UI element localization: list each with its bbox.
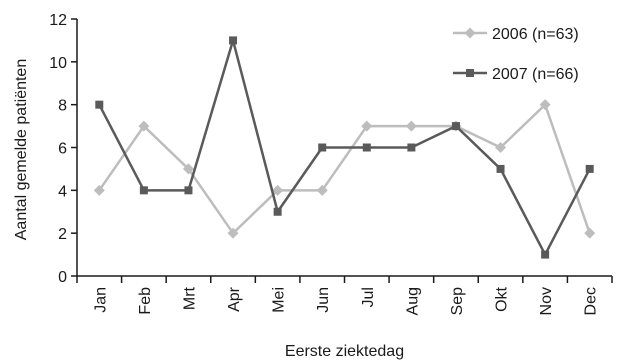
data-point <box>139 186 148 195</box>
x-ticks: Jan Feb Mrt Apr Mei Jun Jul Aug Sep Okt Nov Dec <box>76 276 613 316</box>
data-point <box>496 164 505 173</box>
x-axis-title: Eerste ziektedag <box>285 343 404 360</box>
legend-item-1: 2006 (n=63) <box>453 26 579 43</box>
data-point <box>182 163 194 175</box>
data-point <box>95 100 104 109</box>
data-point <box>272 184 284 196</box>
x-tick-label: Dec <box>583 287 600 315</box>
y-tick-label: 10 <box>49 55 67 72</box>
data-point <box>93 184 105 196</box>
x-tick-label: Apr <box>226 286 243 312</box>
legend: 2006 (n=63) 2007 (n=66) <box>453 26 579 83</box>
data-point <box>585 164 594 173</box>
legend-marker <box>466 69 474 77</box>
series-line <box>98 103 591 235</box>
data-point <box>184 186 193 195</box>
data-point <box>539 99 551 111</box>
data-point <box>405 120 417 132</box>
x-tick-label: Aug <box>404 287 421 315</box>
data-point <box>138 120 150 132</box>
x-tick-label: Jul <box>360 287 377 307</box>
x-tick-label: Jun <box>315 287 332 313</box>
y-tick-label: 6 <box>58 141 67 158</box>
x-tick-label: Okt <box>494 286 511 311</box>
data-point <box>541 250 550 259</box>
series-2 <box>95 36 594 259</box>
y-axis-title: Aantal gemelde patiënten <box>13 59 30 240</box>
data-point <box>451 122 460 131</box>
series-line <box>98 39 591 256</box>
data-point <box>361 120 373 132</box>
legend-marker <box>464 27 476 39</box>
data-point <box>407 143 416 152</box>
data-point <box>495 142 507 153</box>
legend-label: 2007 (n=66) <box>492 66 579 83</box>
data-point <box>227 227 239 239</box>
y-tick-label: 8 <box>58 98 67 115</box>
series-layer <box>93 36 596 259</box>
legend-label: 2006 (n=63) <box>492 26 579 43</box>
y-tick-label: 4 <box>58 183 67 200</box>
data-point <box>318 143 327 152</box>
x-tick-label: Mrt <box>181 286 198 310</box>
x-tick-label: Feb <box>137 287 154 315</box>
legend-item-2: 2007 (n=66) <box>453 66 579 83</box>
x-tick-label: Nov <box>538 287 555 315</box>
data-point <box>273 207 282 216</box>
y-tick-label: 2 <box>58 226 67 243</box>
data-point <box>316 184 328 196</box>
y-tick-label: 12 <box>49 12 67 29</box>
x-tick-label: Sep <box>449 287 466 316</box>
data-point <box>229 36 238 45</box>
y-tick-label: 0 <box>58 269 67 286</box>
data-point <box>362 143 371 152</box>
series-1 <box>93 99 596 239</box>
x-tick-label: Mei <box>271 287 288 313</box>
data-point <box>584 227 596 239</box>
x-tick-label: Jan <box>92 287 109 313</box>
y-ticks: 0 2 4 6 8 10 12 <box>49 12 77 286</box>
